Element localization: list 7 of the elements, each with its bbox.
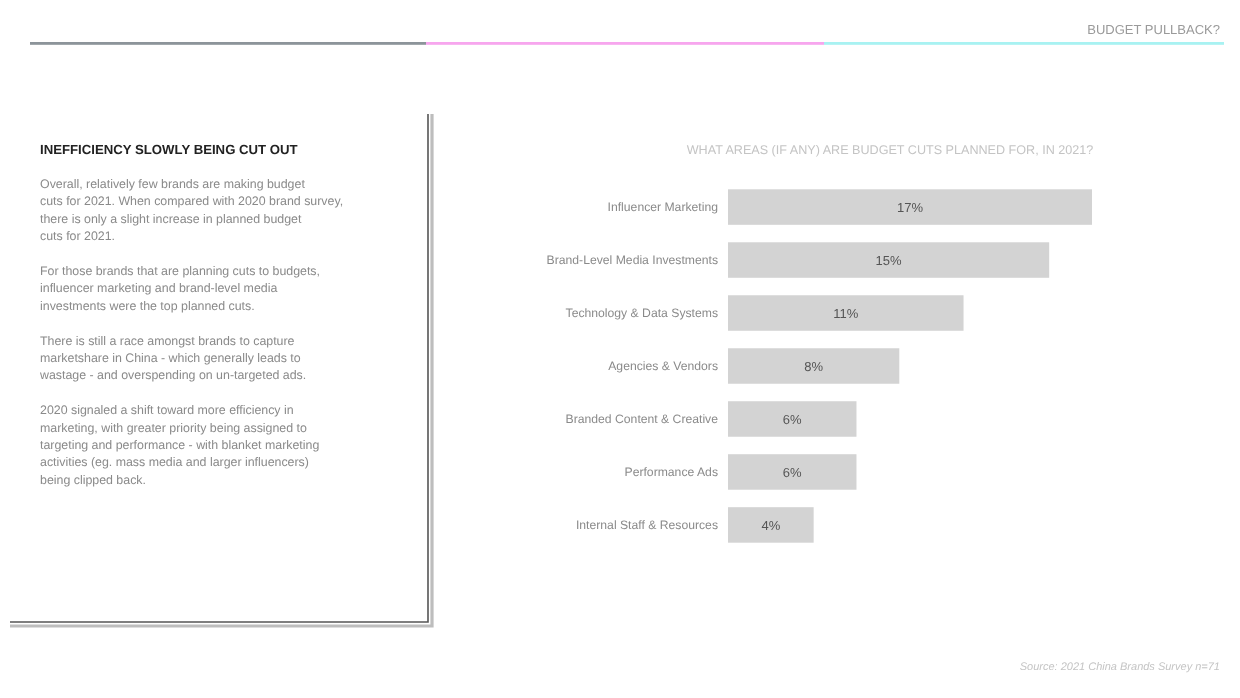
bar — [728, 401, 857, 437]
bar — [728, 348, 900, 384]
bar — [728, 242, 1050, 278]
bar — [728, 454, 857, 490]
bar — [728, 295, 964, 331]
bar — [728, 189, 1092, 225]
bar — [728, 507, 814, 543]
